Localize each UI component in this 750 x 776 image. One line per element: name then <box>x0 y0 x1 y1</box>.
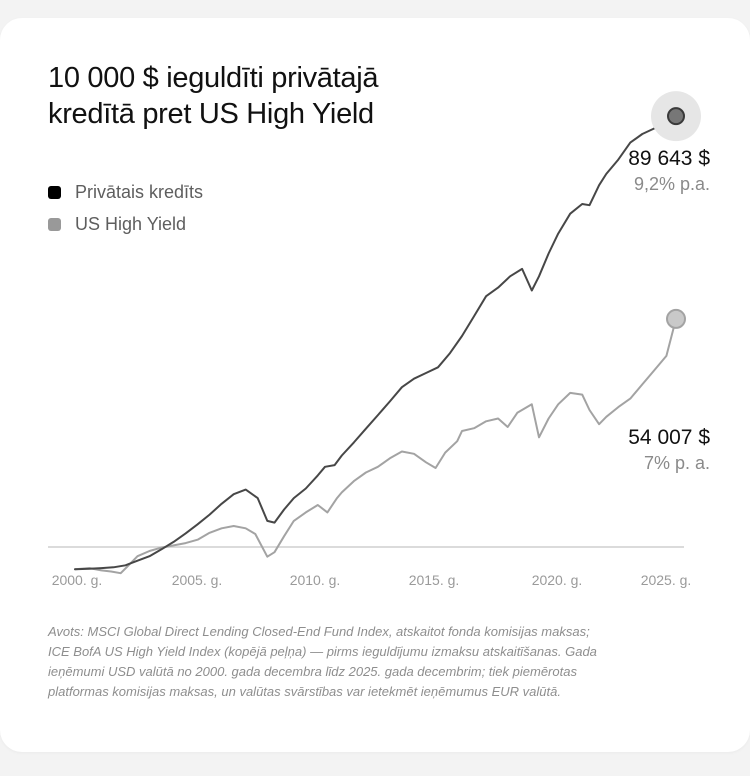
end-label-high-yield: 54 007 $ 7% p. a. <box>628 425 710 475</box>
end-marker-high-yield <box>666 308 686 329</box>
source-line-4: platformas komisijas maksas, un valūtas … <box>48 684 561 699</box>
source-line-1: Avots: MSCI Global Direct Lending Closed… <box>48 624 590 639</box>
legend: Privātais kredīts US High Yield <box>48 176 203 240</box>
end-rate-high-yield: 7% p. a. <box>643 453 710 473</box>
legend-item-private-credit: Privātais kredīts <box>48 176 203 208</box>
series-line-private-credit <box>74 115 677 571</box>
chart-title: 10 000 $ ieguldīti privātajā kredītā pre… <box>48 60 548 132</box>
legend-swatch-high-yield <box>48 217 61 231</box>
legend-swatch-private-credit <box>48 185 61 199</box>
chart-card <box>0 18 750 752</box>
chart-title-line-2: kredītā pret US High Yield <box>48 98 374 130</box>
source-line-3: ieņēmumi USD valūtā no 2000. gada decemb… <box>48 664 577 679</box>
legend-label-high-yield: US High Yield <box>75 213 187 234</box>
series-line-high-yield <box>74 317 677 575</box>
end-value-high-yield: 54 007 $ <box>628 426 710 449</box>
end-label-private-credit: 89 643 $ 9,2% p.a. <box>628 146 710 196</box>
x-tick-label: 2020. g. <box>532 572 583 588</box>
x-tick-label: 2015. g. <box>409 572 460 588</box>
source-line-2: ICE BofA US High Yield Index (kopējā peļ… <box>48 644 597 659</box>
legend-item-high-yield: US High Yield <box>48 208 203 240</box>
end-rate-private-credit: 9,2% p.a. <box>633 174 710 194</box>
legend-label-private-credit: Privātais kredīts <box>75 181 204 202</box>
x-tick-label: 2010. g. <box>290 572 341 588</box>
end-marker-private-credit <box>667 107 685 126</box>
source-note: Avots: MSCI Global Direct Lending Closed… <box>48 622 698 702</box>
x-tick-label: 2000. g. <box>52 572 103 588</box>
x-tick-label: 2005. g. <box>172 572 223 588</box>
chart-title-line-1: 10 000 $ ieguldīti privātajā <box>48 62 379 94</box>
end-value-private-credit: 89 643 $ <box>628 147 710 170</box>
x-tick-label: 2025. g. <box>641 572 692 588</box>
